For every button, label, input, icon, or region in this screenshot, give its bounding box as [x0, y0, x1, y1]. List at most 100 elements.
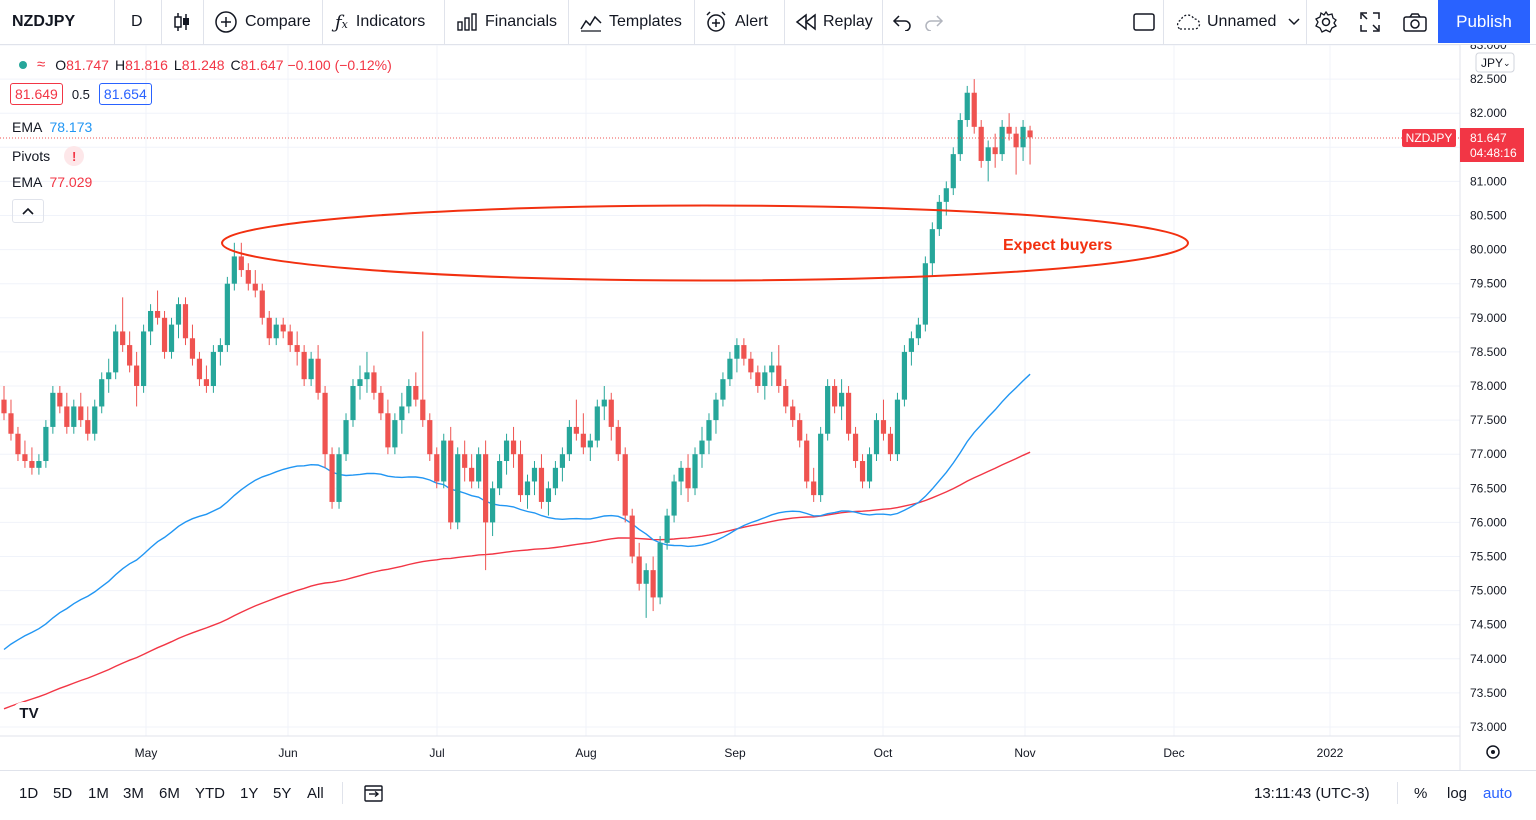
price-tick-label: 79.000 — [1470, 311, 1507, 325]
range-1m[interactable]: 1M — [88, 771, 109, 815]
candle-body — [594, 406, 600, 441]
undo-button[interactable] — [892, 0, 912, 44]
range-1y[interactable]: 1Y — [240, 771, 258, 815]
candle-body — [804, 440, 810, 482]
cloud-icon — [1176, 14, 1201, 30]
candle-body — [434, 454, 440, 482]
indicators-label: Indicators — [355, 13, 426, 30]
range-6m[interactable]: 6M — [159, 771, 180, 815]
divider — [114, 0, 115, 44]
market-status-dot — [19, 60, 27, 69]
clock-button[interactable]: 13:11:43 (UTC-3) — [1254, 771, 1370, 815]
pivots-label: Pivots — [12, 148, 51, 164]
candle-body — [971, 92, 977, 127]
bottom-toolbar: 1D 5D 1M 3M 6M YTD 1Y 5Y All 13:11:43 (U… — [0, 770, 1536, 815]
sell-button[interactable]: 81.649 — [10, 83, 63, 105]
candle-body — [175, 304, 182, 325]
ema-fast-line[interactable] — [3, 373, 1031, 651]
candle-body — [873, 420, 880, 455]
candle-body — [420, 399, 426, 421]
snapshot-button[interactable] — [1402, 0, 1428, 44]
symbol-search-button[interactable]: NZDJPY — [12, 0, 75, 44]
price-tick-label: 78.000 — [1470, 379, 1507, 393]
axis-settings-button[interactable] — [1486, 745, 1500, 759]
price-tick-label: 79.500 — [1470, 277, 1507, 291]
rewind-icon — [795, 13, 816, 31]
candle-body — [957, 120, 963, 155]
annotation-text[interactable]: Expect buyers — [1003, 237, 1112, 254]
goto-date-button[interactable] — [363, 771, 385, 815]
candle-body — [950, 154, 956, 189]
range-5d[interactable]: 5D — [53, 771, 72, 815]
price-tick-label: 80.500 — [1470, 209, 1507, 223]
compare-button[interactable]: Compare — [214, 0, 311, 44]
candle-body — [343, 420, 349, 455]
candle-body — [57, 392, 63, 407]
ema-slow-line[interactable] — [3, 451, 1031, 710]
low-value: 81.248 — [181, 56, 225, 73]
templates-button[interactable]: Templates — [580, 0, 682, 44]
spread-value: 0.5 — [71, 86, 90, 102]
candle-body — [273, 324, 279, 339]
financials-button[interactable]: Financials — [456, 0, 557, 44]
chart-area[interactable]: Expect buyers 83.00082.50082.00081.50081… — [0, 45, 1536, 770]
candle-body — [43, 426, 49, 462]
log-toggle[interactable]: log — [1447, 771, 1467, 815]
range-3m[interactable]: 3M — [123, 771, 144, 815]
candle-body — [517, 454, 524, 496]
candle-body — [1, 399, 7, 414]
candle-body — [287, 331, 293, 346]
divider — [882, 0, 883, 44]
time-tick-label: Jun — [278, 746, 297, 760]
currency-select[interactable] — [1475, 52, 1515, 73]
buy-button[interactable]: 81.654 — [98, 83, 152, 105]
svg-text:TV: TV — [19, 705, 38, 722]
wave-icon: ≈ — [37, 56, 46, 73]
indicators-button[interactable]: ƒx Indicators — [335, 0, 425, 44]
candle-body — [720, 379, 726, 400]
range-all[interactable]: All — [307, 771, 324, 815]
candle-body — [203, 379, 210, 386]
annotation-ellipse[interactable] — [221, 204, 1189, 282]
price-chart[interactable]: Expect buyers 83.00082.50082.00081.50081… — [0, 45, 1536, 770]
candle-body — [783, 386, 789, 407]
candle-body — [36, 461, 42, 468]
collapse-legend-button[interactable] — [12, 199, 44, 223]
percent-toggle[interactable]: % — [1414, 771, 1427, 815]
chart-type-button[interactable] — [172, 0, 192, 44]
layout-name-button[interactable]: Unnamed — [1173, 0, 1300, 44]
range-5y[interactable]: 5Y — [273, 771, 291, 815]
auto-toggle[interactable]: auto — [1483, 771, 1512, 815]
candle-body — [1027, 130, 1033, 138]
candle-body — [552, 467, 559, 489]
replay-button[interactable]: Replay — [795, 0, 873, 44]
interval-button[interactable]: D — [131, 0, 143, 44]
time-tick-label: Oct — [874, 746, 893, 760]
range-ytd[interactable]: YTD — [195, 771, 225, 815]
settings-button[interactable] — [1314, 0, 1338, 44]
redo-button[interactable] — [924, 0, 944, 44]
layout-button[interactable] — [1132, 0, 1156, 44]
ema-fast-label: EMA — [12, 119, 42, 135]
candle-body — [852, 433, 859, 462]
divider — [322, 0, 323, 44]
fullscreen-icon — [1360, 12, 1380, 32]
ema-fast-legend[interactable]: EMA 78.173 — [12, 119, 92, 135]
financials-label: Financials — [485, 13, 558, 30]
divider — [694, 0, 695, 44]
pivots-legend[interactable]: Pivots ! — [12, 146, 85, 166]
candle-body — [713, 399, 719, 421]
candle-body — [106, 372, 112, 380]
ema-slow-legend[interactable]: EMA 77.029 — [12, 174, 92, 190]
candle-body — [636, 556, 642, 584]
alert-button[interactable]: Alert — [704, 0, 768, 44]
publish-button[interactable]: Publish — [1438, 0, 1530, 43]
candle-body — [315, 358, 321, 393]
candle-body — [755, 372, 761, 386]
candle-body — [915, 324, 921, 339]
range-label: YTD — [195, 784, 225, 802]
undo-icon — [892, 15, 911, 31]
range-1d[interactable]: 1D — [19, 771, 38, 815]
fullscreen-button[interactable] — [1359, 0, 1381, 44]
close-label: C — [230, 56, 241, 73]
